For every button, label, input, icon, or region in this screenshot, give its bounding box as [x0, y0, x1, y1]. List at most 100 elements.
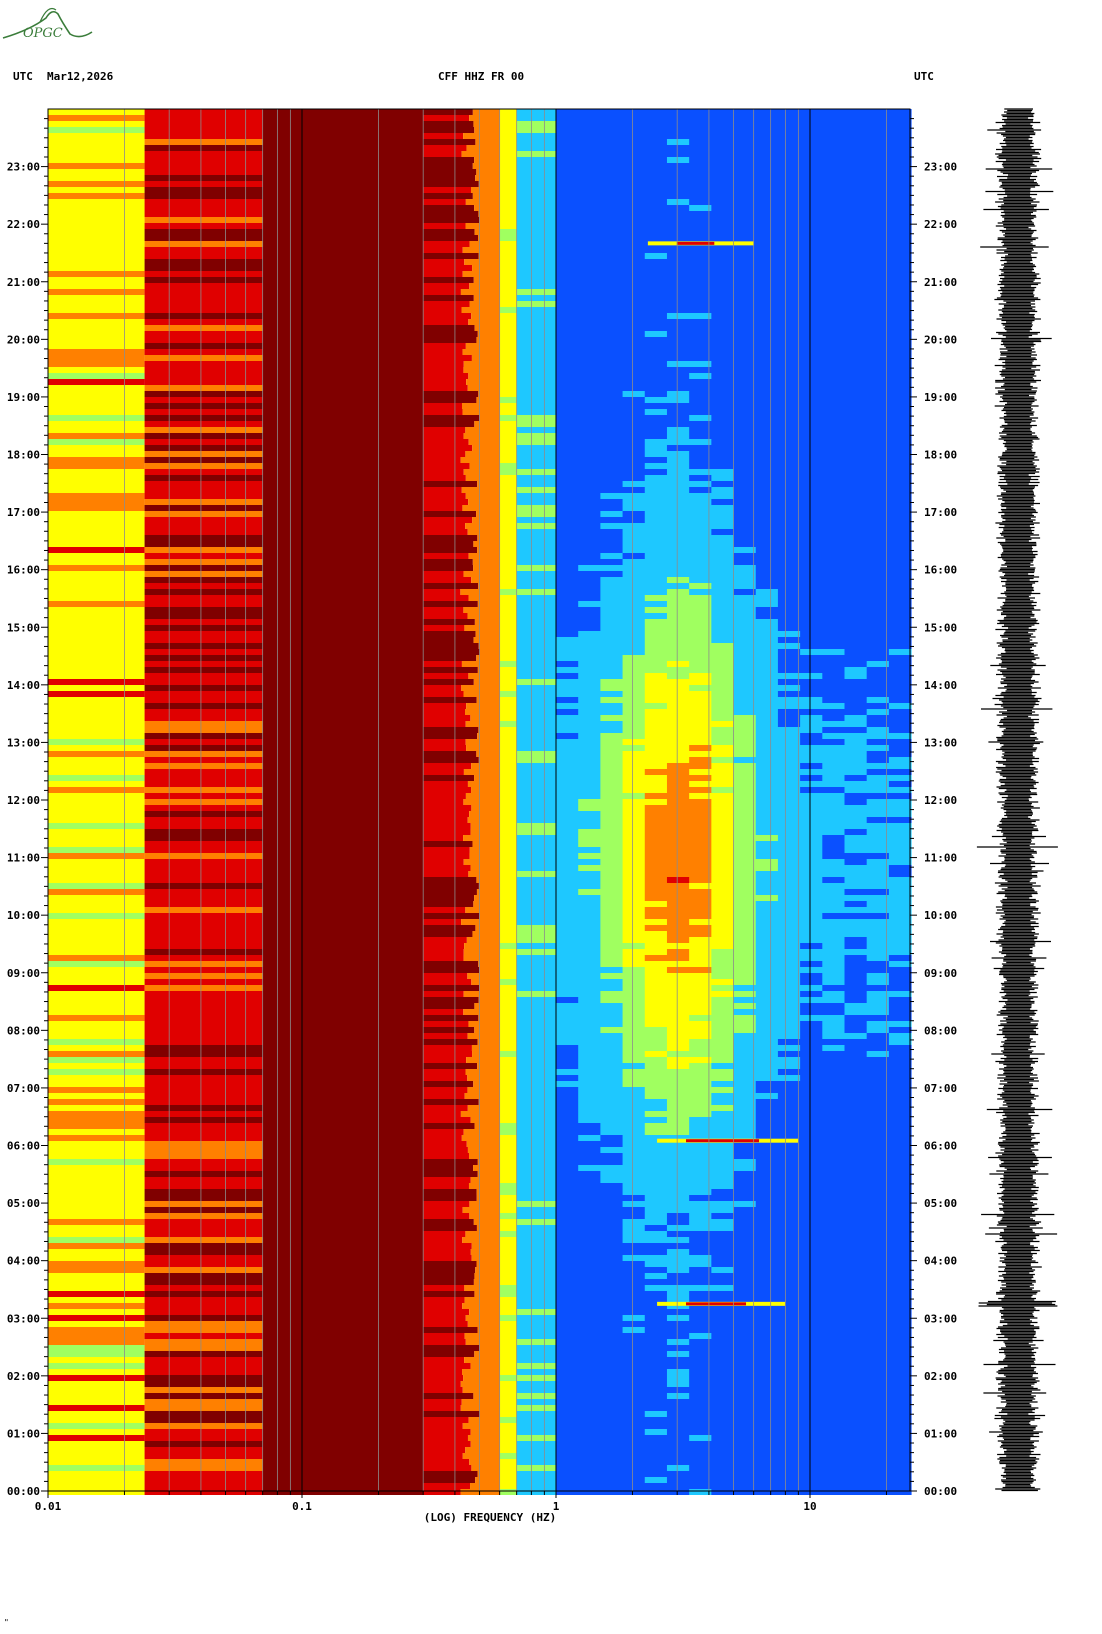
heat-cell — [689, 307, 712, 313]
heat-cell — [844, 661, 868, 667]
heat-cell — [888, 1351, 912, 1357]
heat-cell — [866, 463, 890, 469]
heat-cell — [262, 709, 424, 715]
heat-cell — [755, 1021, 779, 1027]
heat-cell — [423, 919, 462, 925]
heat-cell — [822, 1369, 845, 1375]
heat-cell — [666, 1099, 690, 1105]
heat-cell — [733, 133, 757, 139]
heat-cell — [622, 721, 646, 727]
heat-cell — [844, 1021, 868, 1027]
heat-cell — [262, 469, 424, 475]
heat-cell — [777, 1045, 801, 1051]
heat-cell — [689, 1261, 712, 1267]
heat-cell — [460, 1381, 500, 1387]
heat-cell — [578, 139, 601, 145]
heat-cell — [578, 301, 601, 307]
heat-cell — [144, 649, 263, 655]
heat-cell — [144, 781, 263, 787]
heat-cell — [144, 661, 263, 667]
heat-cell — [888, 445, 912, 451]
heat-cell — [644, 853, 668, 859]
heat-cell — [888, 1387, 912, 1393]
heat-cell — [888, 583, 912, 589]
heat-cell — [48, 1183, 145, 1189]
heat-cell — [755, 793, 779, 799]
heat-cell — [777, 451, 801, 457]
heat-cell — [144, 1369, 263, 1375]
heat-cell — [516, 895, 556, 901]
heat-cell — [262, 241, 424, 247]
heat-cell — [556, 805, 579, 811]
heat-cell — [578, 511, 601, 517]
heat-cell — [689, 1063, 712, 1069]
heat-cell — [888, 223, 912, 229]
heat-cell — [499, 199, 517, 205]
heat-cell — [666, 217, 690, 223]
heat-cell — [556, 259, 579, 265]
heat-cell — [733, 625, 757, 631]
heat-cell — [866, 199, 890, 205]
heat-cell — [499, 481, 517, 487]
heat-cell — [622, 985, 646, 991]
heat-cell — [888, 343, 912, 349]
heat-cell — [733, 367, 757, 373]
heat-cell — [469, 301, 500, 307]
heat-cell — [622, 241, 646, 247]
heat-cell — [516, 1087, 556, 1093]
heat-cell — [800, 925, 823, 931]
heat-cell — [866, 247, 890, 253]
heat-cell — [755, 829, 779, 835]
heat-cell — [755, 529, 779, 535]
heat-cell — [888, 949, 912, 955]
heat-cell — [777, 1405, 801, 1411]
heat-cell — [423, 475, 466, 481]
heat-cell — [262, 1033, 424, 1039]
heat-cell — [600, 355, 624, 361]
heat-cell — [423, 487, 462, 493]
heat-cell — [423, 1303, 463, 1309]
heat-cell — [844, 643, 868, 649]
heat-cell — [48, 997, 145, 1003]
heat-cell — [800, 1213, 823, 1219]
heat-cell — [622, 1117, 646, 1123]
heat-cell — [556, 331, 579, 337]
heat-cell — [888, 235, 912, 241]
heat-cell — [578, 1207, 601, 1213]
heat-cell — [711, 955, 735, 961]
heat-cell — [733, 733, 757, 739]
heat-cell — [689, 439, 712, 445]
heat-cell — [866, 127, 890, 133]
heat-cell — [516, 397, 556, 403]
heat-cell — [800, 1333, 823, 1339]
heat-cell — [800, 229, 823, 235]
heat-cell — [800, 307, 823, 313]
heat-cell — [777, 349, 801, 355]
heat-cell — [262, 787, 424, 793]
heat-cell — [888, 517, 912, 523]
heat-cell — [622, 1027, 646, 1033]
heat-cell — [423, 535, 478, 541]
heat-cell — [48, 631, 145, 637]
heat-cell — [711, 1291, 735, 1297]
heat-cell — [777, 1135, 801, 1141]
heat-cell — [822, 703, 845, 709]
heat-cell — [844, 277, 868, 283]
heat-cell — [866, 451, 890, 457]
heat-cell — [689, 1039, 712, 1045]
heat-cell — [689, 793, 712, 799]
heat-cell — [48, 1249, 145, 1255]
heat-cell — [800, 433, 823, 439]
heat-cell — [822, 775, 845, 781]
heat-cell — [689, 1117, 712, 1123]
heat-cell — [478, 211, 500, 217]
heat-cell — [733, 949, 757, 955]
heat-cell — [844, 625, 868, 631]
heat-cell — [262, 439, 424, 445]
heat-cell — [600, 211, 624, 217]
heat-cell — [622, 1195, 646, 1201]
heat-cell — [600, 811, 624, 817]
heat-cell — [477, 1063, 500, 1069]
heat-cell — [689, 937, 712, 943]
heat-cell — [477, 547, 500, 553]
